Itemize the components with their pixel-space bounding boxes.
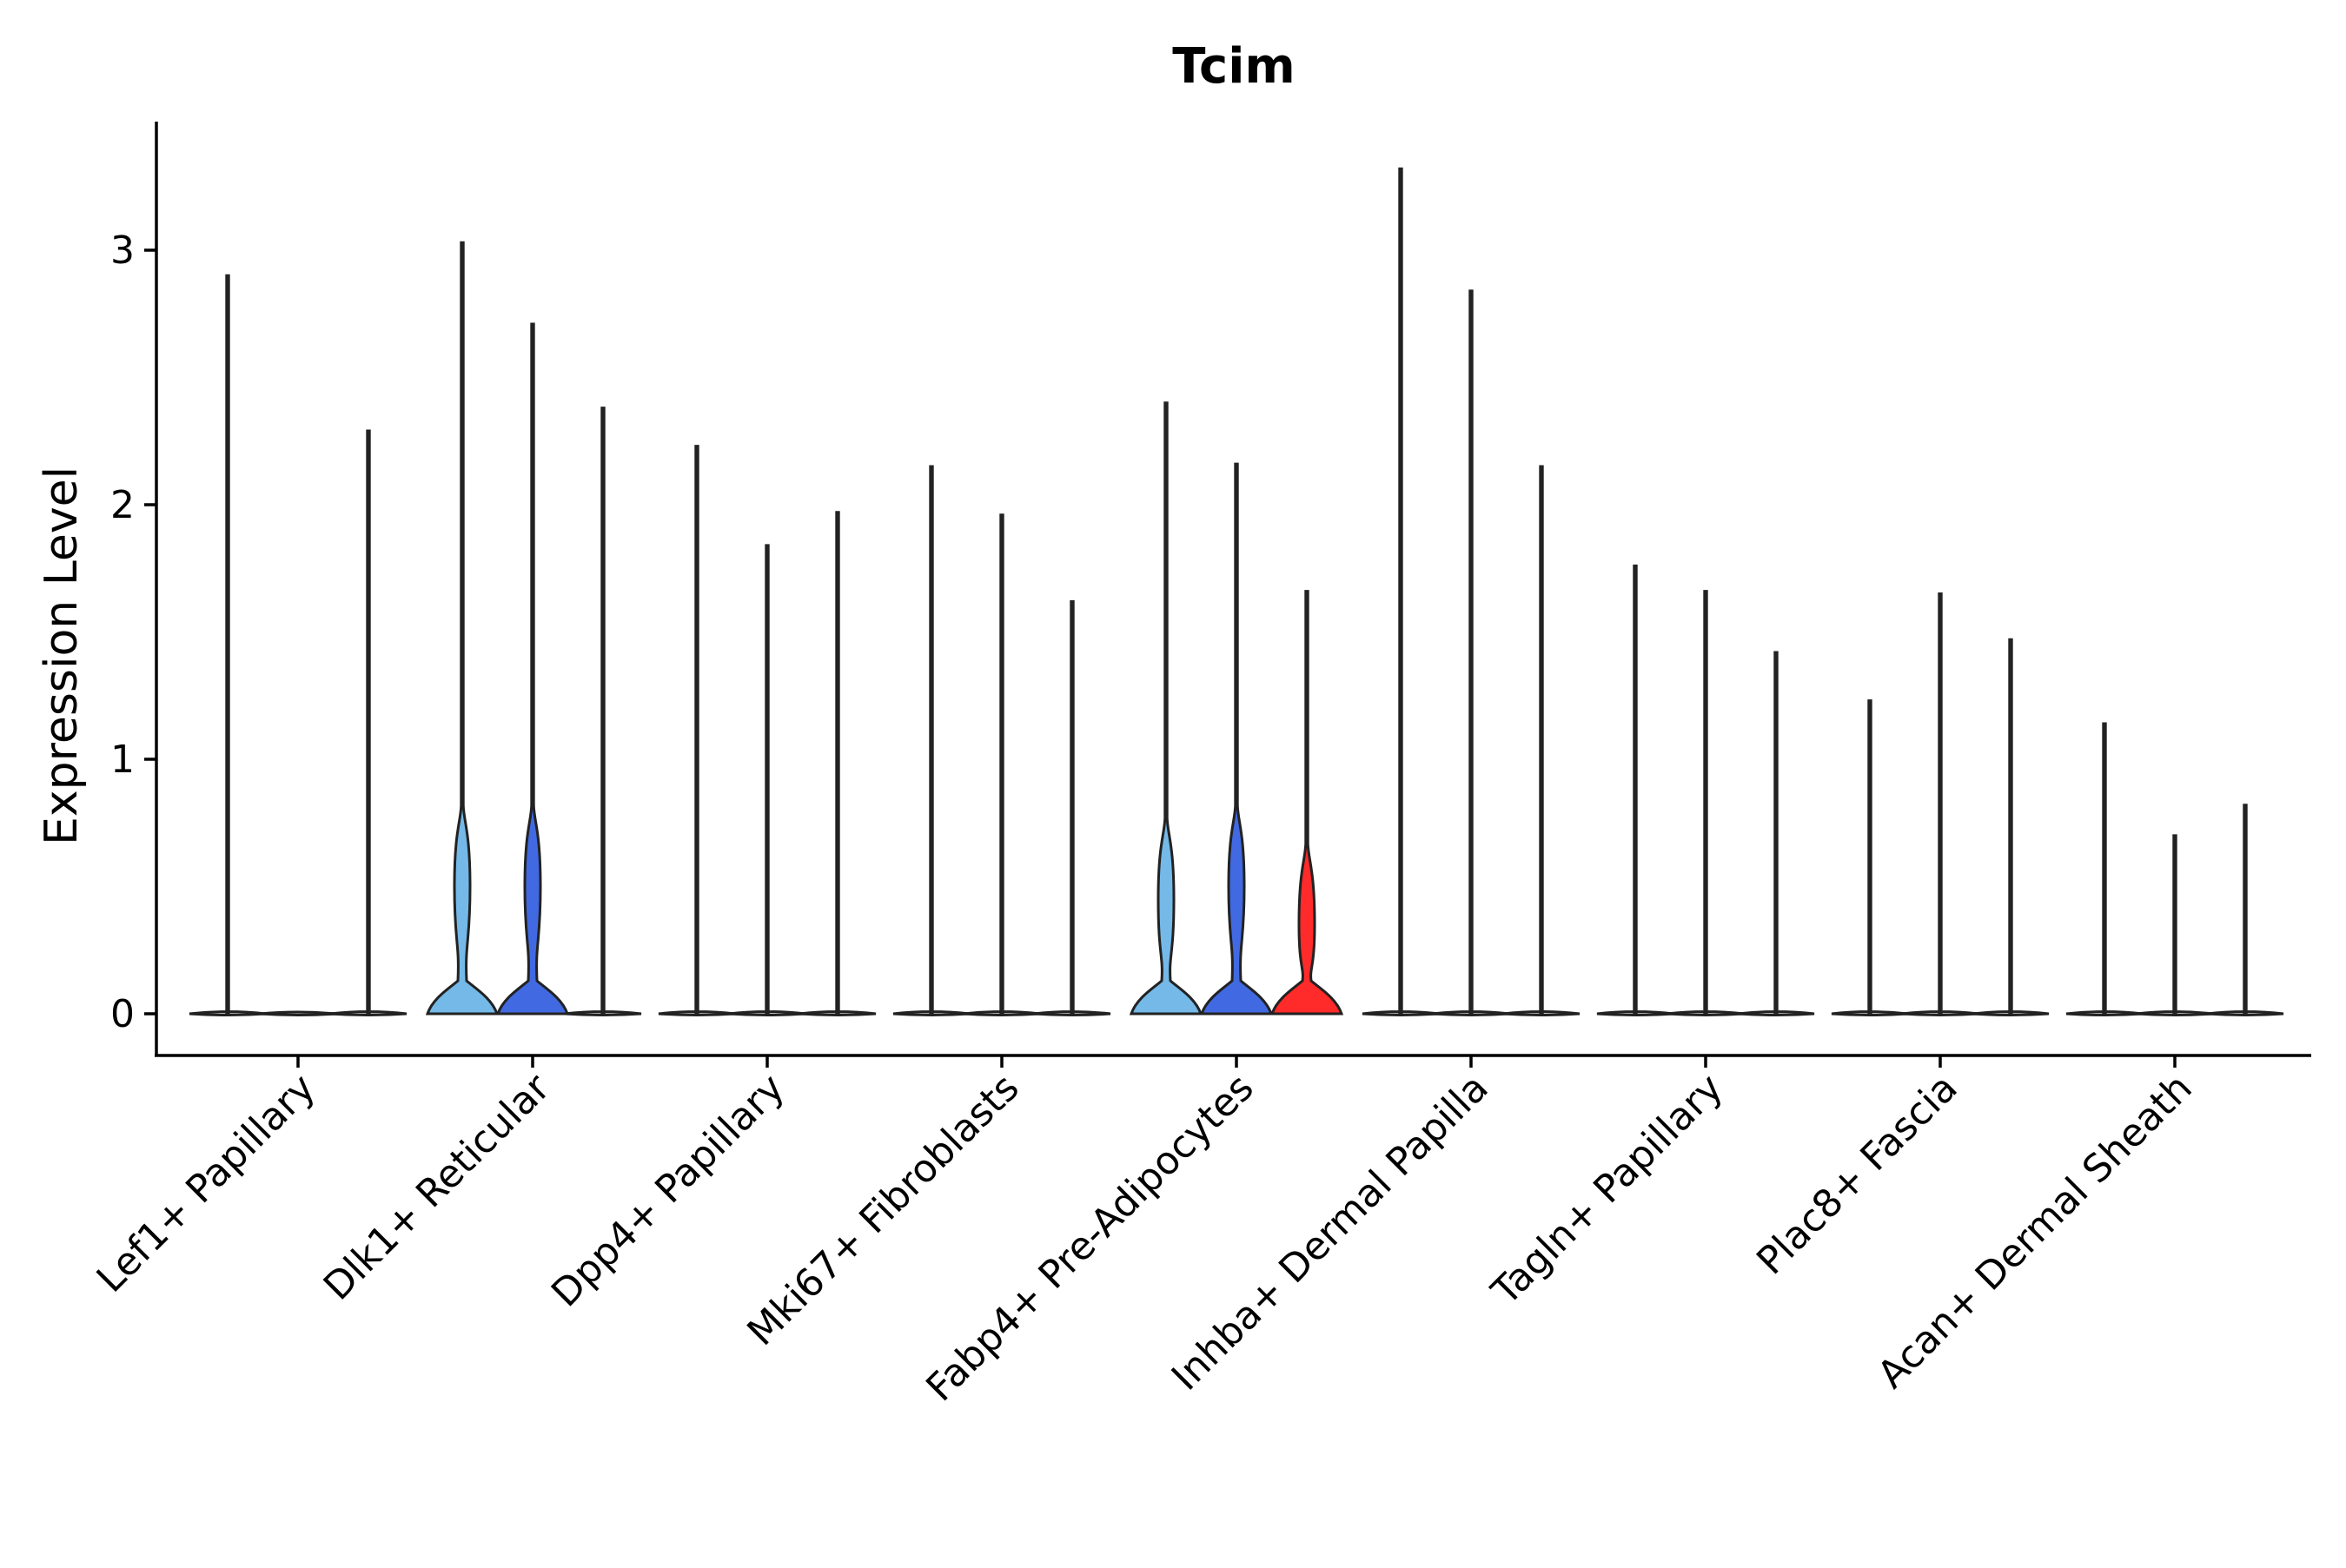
violin [658,445,736,1016]
violin [564,407,642,1016]
x-tick-label: Dpp4+ Papillary [543,1066,793,1316]
violin [1362,167,1440,1016]
violin-group [1362,167,1581,1016]
violin [1737,651,1815,1016]
y-tick-label: 2 [110,483,135,527]
violin-group [189,274,408,1016]
y-tick-label: 0 [110,992,135,1036]
violin [189,274,267,1016]
violin-group [1831,592,2050,1016]
chart-title: Tcim [1172,38,1296,95]
violin [963,513,1041,1016]
violin [1033,599,1111,1016]
violin [728,544,806,1016]
violin-group [658,445,877,1016]
violin [1432,289,1510,1016]
violin [329,429,408,1016]
x-tick-label: Plac8+ Fascia [1748,1066,1966,1284]
plot-area [189,167,2284,1016]
violin [2206,804,2284,1016]
violin [1667,590,1745,1016]
violin-group [1596,564,1815,1016]
x-tick-label: Lef1+ Papillary [89,1066,324,1301]
violin [1199,462,1274,1016]
violin [1596,564,1674,1016]
y-tick-label: 3 [110,228,135,273]
x-tick-label: Dlk1+ Reticular [315,1065,560,1309]
violin [799,511,877,1016]
violin [892,465,971,1016]
violin [1831,699,1909,1016]
y-axis-label: Expression Level [36,466,88,845]
violin [2136,834,2214,1016]
x-tick-label: Tagln+ Papillary [1483,1066,1732,1314]
violin [1129,401,1203,1016]
violin [1901,592,1979,1016]
violin-group [2065,722,2284,1016]
violin-group [425,241,642,1016]
violin [1269,590,1344,1016]
violin [425,241,500,1016]
violin-group [1129,401,1344,1016]
violin [2065,722,2144,1016]
violin [1502,465,1581,1016]
violin [1972,638,2050,1016]
violin-group [892,465,1111,1016]
violin [259,1010,337,1016]
violin [495,322,570,1016]
y-tick-label: 1 [110,738,135,782]
